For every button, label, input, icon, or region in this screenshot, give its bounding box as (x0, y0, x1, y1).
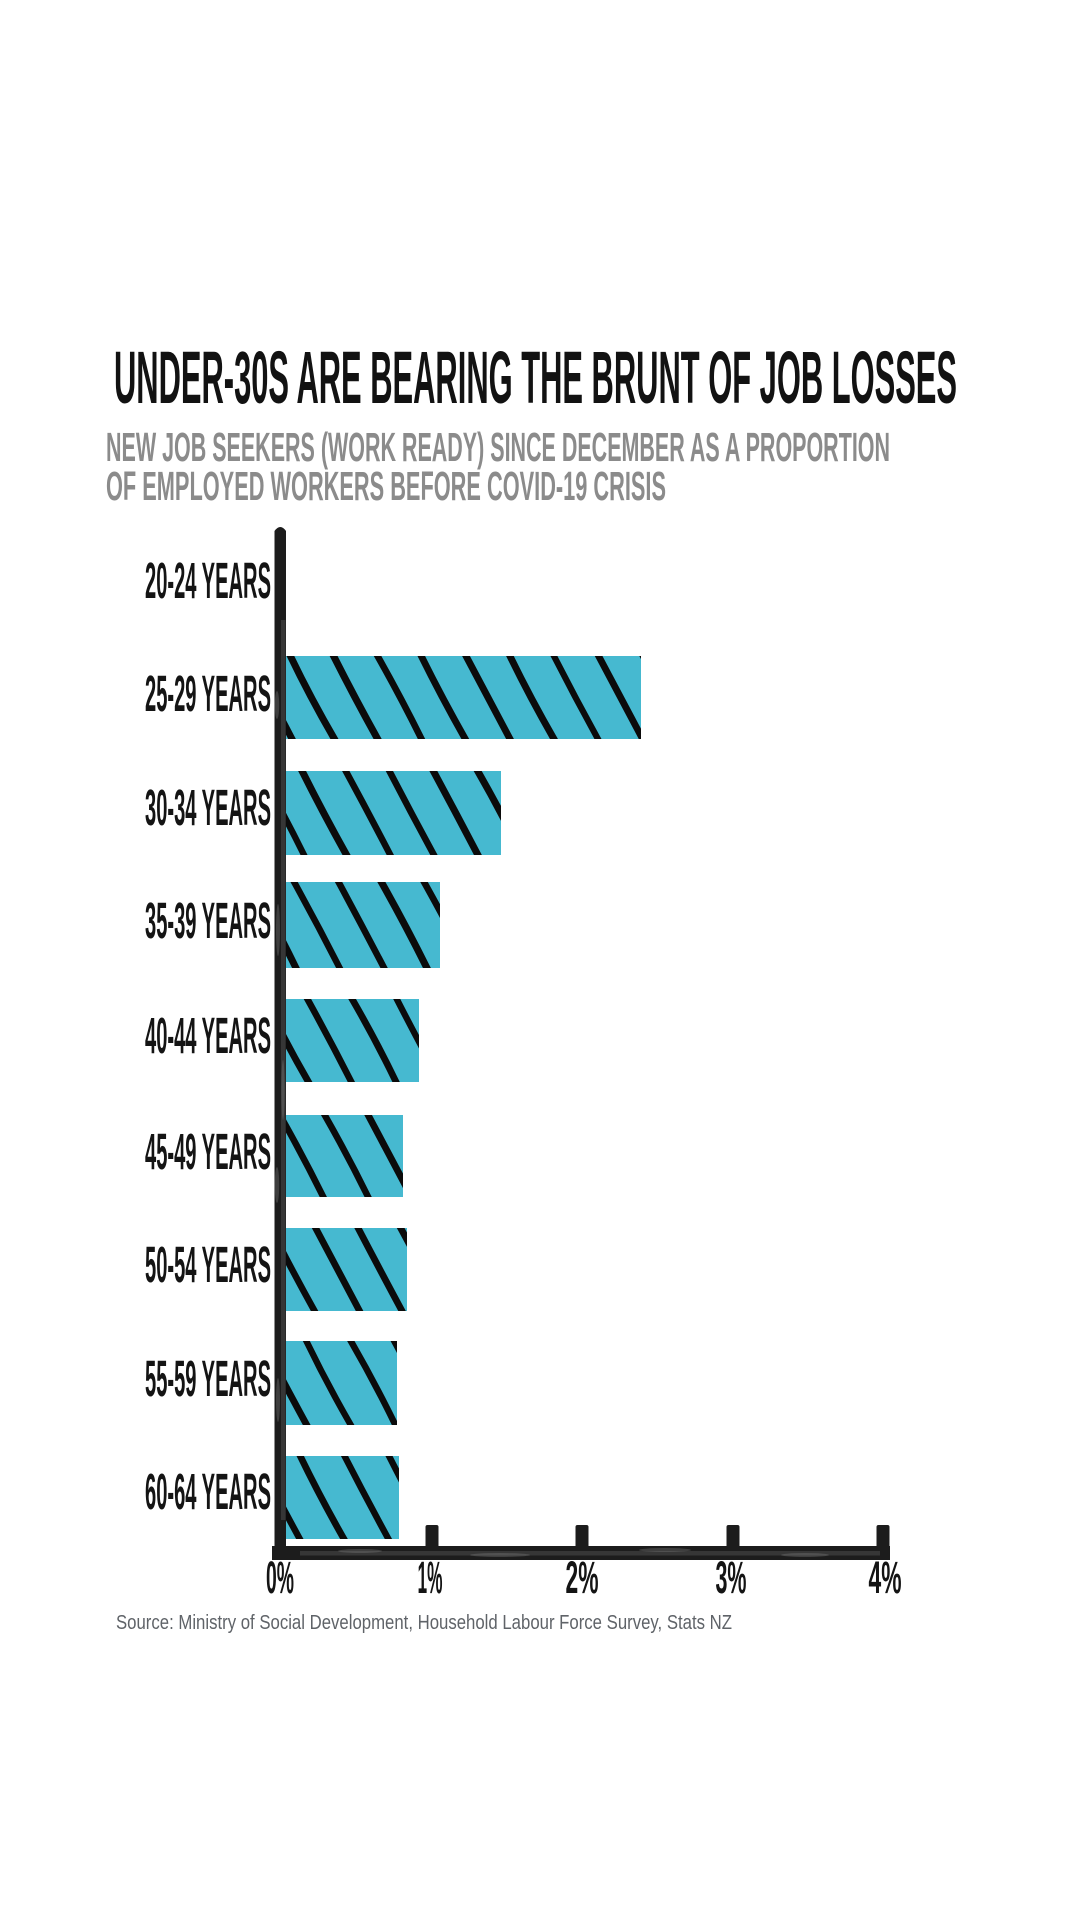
svg-text:1%: 1% (418, 1552, 443, 1603)
svg-text:NEW JOB SEEKERS (WORK READY) S: NEW JOB SEEKERS (WORK READY) SINCE DECEM… (106, 424, 890, 470)
svg-text:50-54 YEARS: 50-54 YEARS (145, 1236, 271, 1293)
svg-text:0%: 0% (266, 1552, 294, 1603)
svg-text:3%: 3% (716, 1552, 747, 1603)
svg-text:30-34 YEARS: 30-34 YEARS (145, 779, 271, 836)
svg-text:OF EMPLOYED WORKERS BEFORE COV: OF EMPLOYED WORKERS BEFORE COVID-19 CRIS… (106, 463, 666, 509)
svg-text:2%: 2% (566, 1552, 599, 1603)
svg-text:25-29 YEARS: 25-29 YEARS (145, 665, 271, 722)
svg-text:4%: 4% (869, 1552, 902, 1603)
svg-text:55-59 YEARS: 55-59 YEARS (145, 1350, 271, 1407)
svg-text:45-49 YEARS: 45-49 YEARS (145, 1123, 271, 1180)
svg-text:UNDER-30S ARE BEARING THE BRUN: UNDER-30S ARE BEARING THE BRUNT OF JOB L… (114, 336, 957, 419)
svg-text:20-24 YEARS: 20-24 YEARS (145, 552, 271, 609)
svg-text:35-39 YEARS: 35-39 YEARS (145, 892, 271, 949)
svg-text:40-44 YEARS: 40-44 YEARS (145, 1007, 271, 1064)
svg-text:60-64 YEARS: 60-64 YEARS (145, 1463, 271, 1520)
svg-text:Source: Ministry of Social Dev: Source: Ministry of Social Development, … (116, 1612, 732, 1634)
